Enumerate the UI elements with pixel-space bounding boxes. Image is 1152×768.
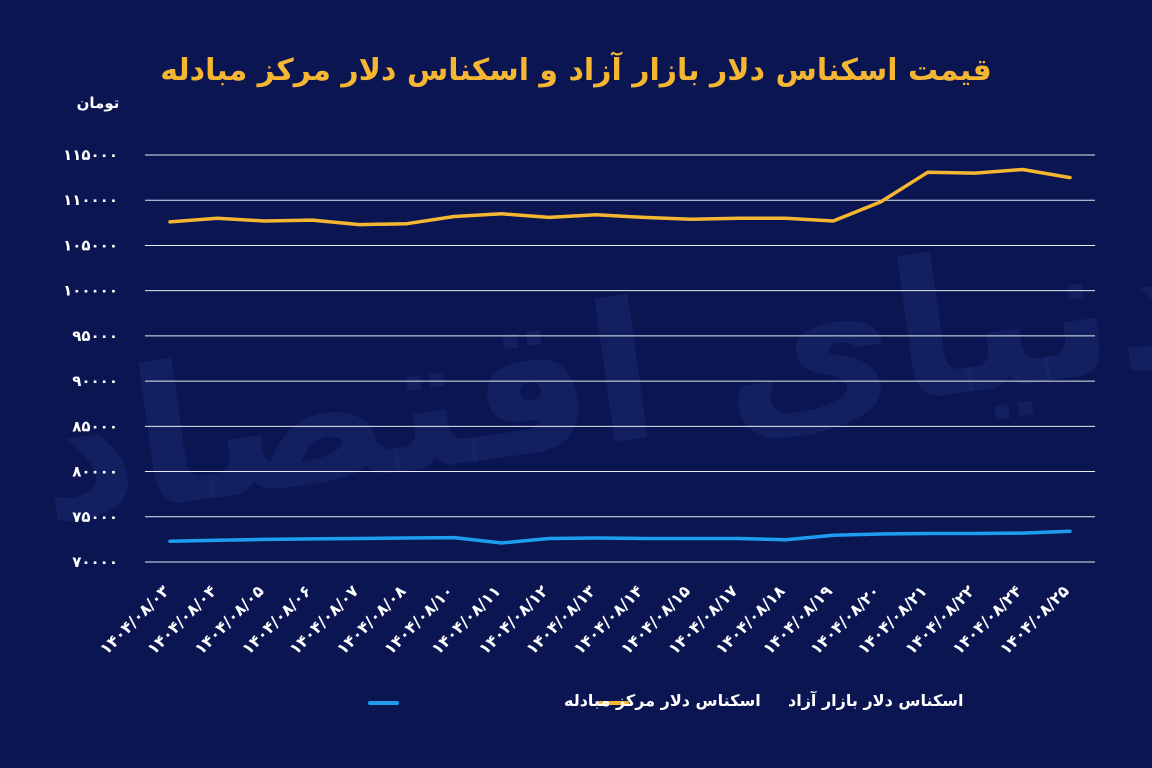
series-lines: [168, 167, 1072, 545]
y-tick-label: ۱۰۰۰۰۰: [63, 282, 118, 300]
y-tick-label: ۹۰۰۰۰: [72, 372, 118, 390]
y-tick-label: ۱۰۵۰۰۰: [63, 236, 118, 254]
series-line-free-market: [168, 167, 1072, 227]
watermark: دنیای اقتصاد: [22, 183, 1152, 566]
y-tick-label: ۸۵۰۰۰: [72, 417, 118, 435]
legend-label-free-market: اسکناس دلار بازار آزاد: [788, 690, 964, 710]
x-axis-ticks: ۱۴۰۴/۰۸/۰۳۱۴۰۴/۰۸/۰۴۱۴۰۴/۰۸/۰۵۱۴۰۴/۰۸/۰۶…: [96, 581, 1073, 658]
series-line-exchange-center: [168, 529, 1072, 545]
y-tick-label: ۹۵۰۰۰: [72, 327, 118, 345]
legend: اسکناس دلار بازار آزاد اسکناس دلار مرکز …: [368, 690, 964, 710]
y-axis-unit-label: تومان: [77, 94, 120, 112]
y-tick-label: ۱۱۰۰۰۰: [63, 191, 118, 209]
y-axis-ticks: ۱۱۵۰۰۰ ۱۱۰۰۰۰ ۱۰۵۰۰۰ ۱۰۰۰۰۰ ۹۵۰۰۰ ۹۰۰۰۰ ۸۵۰۰۰ ۸…: [63, 146, 118, 571]
gridlines: [145, 154, 1095, 563]
chart-title: قیمت اسکناس دلار بازار آزاد و اسکناس دلا…: [160, 51, 992, 88]
y-tick-label: ۸۰۰۰۰: [72, 463, 118, 481]
y-tick-label: ۷۰۰۰۰: [72, 553, 118, 571]
legend-label-exchange-center: اسکناس دلار مرکز مبادله: [564, 691, 761, 710]
y-tick-label: ۷۵۰۰۰: [72, 508, 118, 526]
y-tick-label: ۱۱۵۰۰۰: [63, 146, 118, 164]
